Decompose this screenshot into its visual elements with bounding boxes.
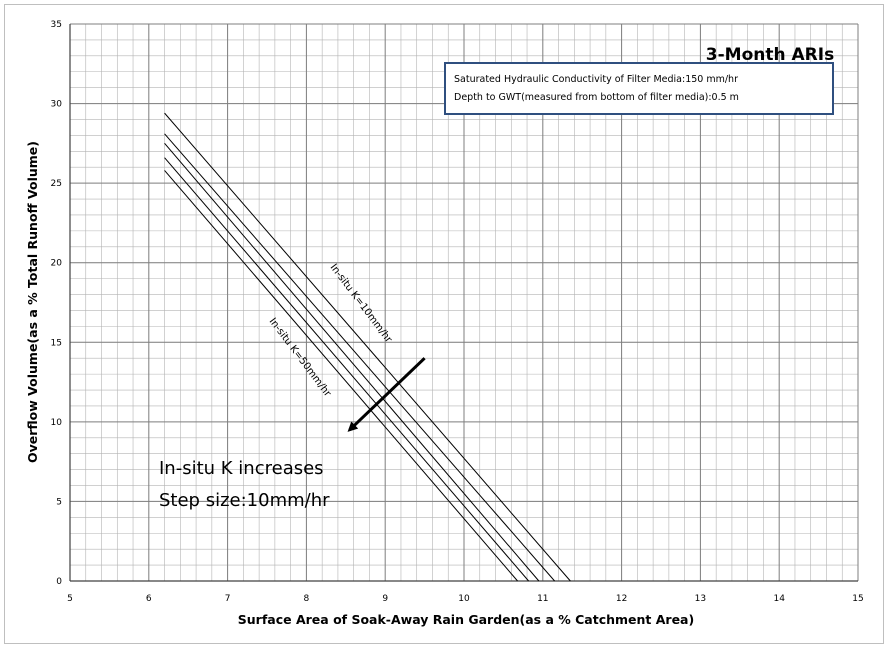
chart-frame: 5 6 7 8 9 10 11 12 13 14 15 0 5 10 15 20 25 30 35 3-Month … [4, 4, 884, 644]
y-tick-label: 15 [51, 338, 62, 348]
info-box-border [444, 62, 834, 115]
y-tick-label: 5 [56, 497, 62, 507]
y-tick-label: 20 [51, 259, 63, 269]
x-tick-label: 10 [458, 594, 470, 604]
x-tick-label: 6 [146, 594, 152, 604]
x-tick-label: 5 [67, 594, 73, 604]
x-tick-label: 11 [537, 594, 548, 604]
series-line-2 [164, 133, 555, 582]
info-box-line-2: Depth to GWT(measured from bottom of fil… [454, 92, 739, 103]
y-tick-label: 35 [51, 20, 62, 30]
x-tick-label: 15 [852, 594, 863, 604]
arrow-k-increases [347, 357, 426, 432]
x-tick-label: 14 [773, 594, 785, 604]
chart-title: 3-Month ARIs [706, 45, 834, 65]
x-tick-label: 12 [616, 594, 627, 604]
note-line-2: Step size:10mm/hr [159, 490, 330, 511]
x-tick-label: 7 [225, 594, 231, 604]
y-tick-label: 0 [56, 577, 62, 587]
axes [69, 24, 858, 582]
series-line-5 [164, 170, 518, 582]
y-tick-label: 30 [51, 100, 63, 110]
note-line-1: In-situ K increases [159, 458, 324, 479]
x-tick-label: 8 [304, 594, 310, 604]
info-box-line-1: Saturated Hydraulic Conductivity of Filt… [454, 74, 738, 85]
x-axis-title: Surface Area of Soak-Away Rain Garden(as… [238, 612, 694, 627]
y-axis-title: Overflow Volume(as a % Total Runoff Volu… [25, 141, 40, 463]
info-box: Saturated Hydraulic Conductivity of Filt… [444, 62, 834, 115]
x-tick-label: 9 [382, 594, 388, 604]
series-lines [164, 112, 571, 582]
series-line-3 [164, 143, 540, 582]
curve-label-top: In-situ K=10mm/hr [328, 262, 395, 345]
series-line-4 [164, 157, 529, 582]
y-tick-label: 25 [51, 179, 62, 189]
series-line-1 [164, 112, 571, 582]
x-tick-label: 13 [695, 594, 706, 604]
y-tick-label: 10 [51, 418, 63, 428]
